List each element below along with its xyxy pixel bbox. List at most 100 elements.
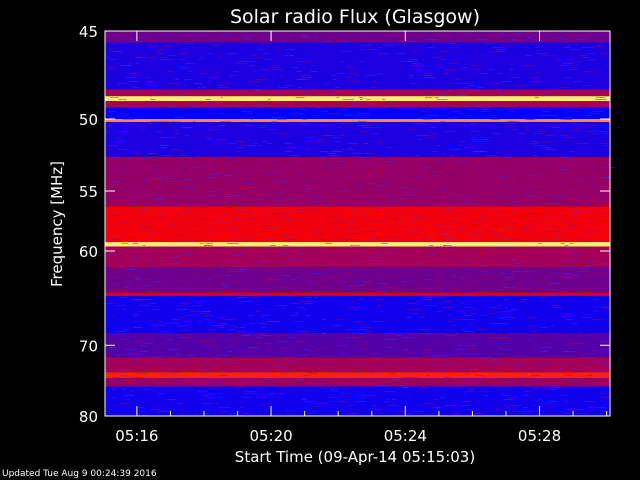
heatmap-texture <box>340 149 348 150</box>
heatmap-texture <box>505 277 514 278</box>
heatmap-texture <box>253 71 257 72</box>
heatmap-texture <box>118 131 129 132</box>
heatmap-texture <box>380 413 383 414</box>
heatmap-texture <box>254 89 260 90</box>
heatmap-texture <box>400 235 405 236</box>
heatmap-texture <box>274 171 283 172</box>
heatmap-texture <box>533 133 544 134</box>
heatmap-texture <box>539 281 545 282</box>
heatmap-texture <box>256 85 259 86</box>
heatmap-texture <box>238 407 244 408</box>
x-tick-label: 05:16 <box>115 427 158 445</box>
heatmap-texture <box>137 407 143 408</box>
heatmap-texture <box>600 307 610 308</box>
heatmap-texture <box>134 277 141 278</box>
heatmap-texture <box>244 361 256 362</box>
heatmap-texture <box>122 133 126 134</box>
heatmap-texture <box>333 183 345 184</box>
heatmap-texture <box>338 135 346 136</box>
heatmap-texture <box>533 389 539 390</box>
heatmap-texture <box>412 63 422 64</box>
heatmap-texture <box>406 331 410 332</box>
heatmap-texture <box>118 83 129 84</box>
heatmap-texture <box>581 385 592 386</box>
heatmap-texture <box>198 87 208 88</box>
heatmap-texture <box>406 353 414 354</box>
heatmap-texture <box>483 273 488 274</box>
heatmap-texture <box>249 297 259 298</box>
heatmap-texture <box>270 165 276 166</box>
heatmap-texture <box>590 125 597 126</box>
heatmap-texture <box>435 297 444 298</box>
heatmap-texture <box>134 57 143 58</box>
heatmap-texture <box>560 157 571 158</box>
heatmap-texture <box>179 155 188 156</box>
heatmap-band <box>105 122 610 157</box>
heatmap-texture <box>568 251 576 252</box>
heatmap-texture <box>298 331 309 332</box>
heatmap-texture <box>151 95 159 96</box>
heatmap-texture <box>540 347 552 348</box>
heatmap-texture <box>366 183 378 184</box>
heatmap-texture <box>408 397 411 398</box>
heatmap-texture <box>455 333 459 334</box>
heatmap-texture <box>151 197 164 198</box>
heatmap-texture <box>408 357 419 358</box>
heatmap-texture <box>500 317 505 318</box>
heatmap-texture <box>541 111 550 112</box>
heatmap-texture <box>106 111 117 112</box>
heatmap-texture <box>424 239 429 240</box>
heatmap-texture <box>389 237 396 238</box>
heatmap-texture <box>210 357 220 358</box>
heatmap-texture <box>284 151 294 152</box>
heatmap-texture <box>395 53 406 54</box>
heatmap-texture <box>135 377 147 378</box>
heatmap-texture <box>576 39 586 40</box>
heatmap-texture <box>130 381 138 382</box>
heatmap-texture <box>418 389 422 390</box>
heatmap-texture <box>481 377 487 378</box>
heatmap-texture <box>396 41 406 42</box>
heatmap-texture <box>370 353 379 354</box>
heatmap-texture <box>111 51 123 52</box>
heatmap-texture <box>408 313 418 314</box>
heatmap-texture <box>115 147 119 148</box>
heatmap-texture <box>546 205 557 206</box>
heatmap-texture <box>190 171 201 172</box>
heatmap-texture <box>437 311 441 312</box>
heatmap-texture <box>284 85 294 86</box>
heatmap-texture <box>141 351 144 352</box>
heatmap-texture <box>568 69 578 70</box>
heatmap-texture <box>105 35 110 36</box>
heatmap-texture <box>562 47 570 48</box>
heatmap-texture <box>247 315 255 316</box>
heatmap-texture <box>489 371 502 372</box>
heatmap-texture <box>565 351 576 352</box>
heatmap-texture <box>512 271 524 272</box>
heatmap-texture <box>471 135 474 136</box>
heatmap-texture <box>519 369 529 370</box>
heatmap-texture <box>444 377 450 378</box>
heatmap-texture <box>318 141 322 142</box>
heatmap-texture <box>255 337 263 338</box>
heatmap-texture <box>433 407 445 408</box>
heatmap-texture <box>213 325 224 326</box>
heatmap-texture <box>418 309 422 310</box>
heatmap-texture <box>432 133 437 134</box>
heatmap-texture <box>582 57 591 58</box>
heatmap-texture <box>526 391 533 392</box>
heatmap-texture <box>119 65 131 66</box>
heatmap-texture <box>241 239 247 240</box>
heatmap-texture <box>284 241 290 242</box>
heatmap-texture <box>377 305 381 306</box>
heatmap-texture <box>540 363 550 364</box>
heatmap-texture <box>510 121 520 122</box>
heatmap-texture <box>595 407 607 408</box>
heatmap-texture <box>264 171 268 172</box>
heatmap-texture <box>487 35 494 36</box>
heatmap-texture <box>157 255 166 256</box>
heatmap-texture <box>301 37 312 38</box>
heatmap-texture <box>168 83 180 84</box>
heatmap-texture <box>242 397 252 398</box>
heatmap-texture <box>325 83 330 84</box>
